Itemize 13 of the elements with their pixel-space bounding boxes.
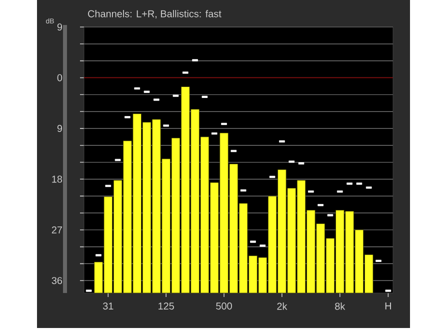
y-tick-label: 18 xyxy=(52,176,62,183)
x-tick-label: 125 xyxy=(158,302,174,310)
x-tick-label: 31 xyxy=(102,302,114,310)
y-tick-label: 9 xyxy=(57,23,62,31)
x-tick-label: H xyxy=(385,302,391,310)
x-tick-label: 500 xyxy=(216,302,232,310)
y-tick-label: 36 xyxy=(52,277,62,284)
y-tick-label: 9 xyxy=(57,124,62,132)
y-tick-label: 0 xyxy=(57,74,62,82)
x-tick-label: 2k xyxy=(277,302,288,310)
chart-title: Channels: L+R, Ballistics: fast xyxy=(88,10,222,19)
x-tick-label: 8k xyxy=(335,302,346,310)
y-tick-label: 27 xyxy=(52,226,62,234)
